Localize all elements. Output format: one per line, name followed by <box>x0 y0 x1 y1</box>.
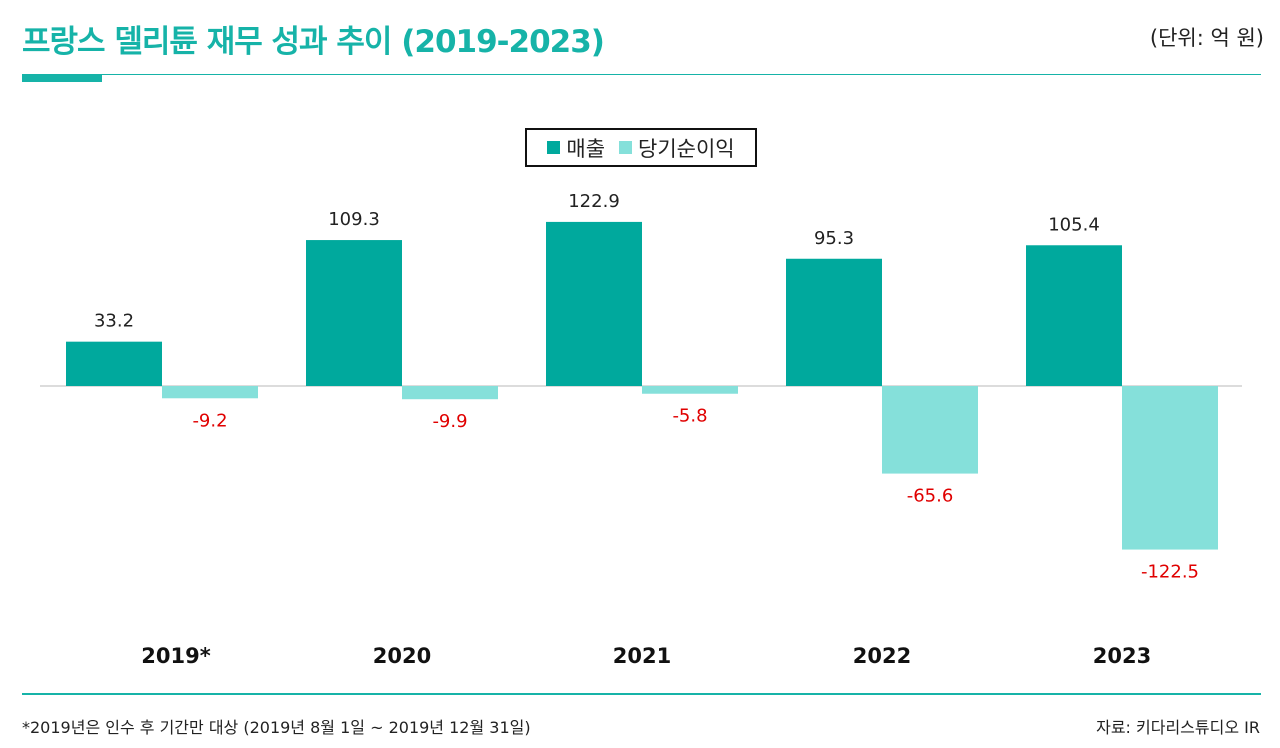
legend-item-net-income: 당기순이익 <box>619 133 735 163</box>
bar-revenue-0 <box>66 341 162 386</box>
value-label-revenue-0: 33.2 <box>94 311 134 332</box>
bar-revenue-3 <box>786 258 882 386</box>
bar-net-income-0 <box>162 386 258 399</box>
chart-title: 프랑스 델리튠 재무 성과 추이 (2019-2023) <box>22 24 605 60</box>
value-label-revenue-2: 122.9 <box>568 191 620 212</box>
chart-legend: 매출 당기순이익 <box>525 128 757 167</box>
bar-revenue-4 <box>1026 245 1122 386</box>
bar-net-income-2 <box>642 386 738 394</box>
value-label-revenue-3: 95.3 <box>814 228 854 249</box>
x-tick-label-0: 2019* <box>141 644 210 668</box>
header-divider <box>22 74 1261 75</box>
footnote: *2019년은 인수 후 기간만 대상 (2019년 8월 1일 ~ 2019년… <box>22 718 531 737</box>
legend-swatch-net-income <box>619 141 633 154</box>
legend-label-revenue: 매출 <box>566 136 606 161</box>
value-label-net-income-0: -9.2 <box>192 410 227 431</box>
legend-swatch-revenue <box>547 141 561 154</box>
value-label-net-income-1: -9.9 <box>432 411 467 432</box>
legend-item-revenue: 매출 <box>547 133 605 163</box>
header-accent-bar <box>22 74 102 82</box>
x-tick-label-1: 2020 <box>373 644 431 668</box>
bar-revenue-2 <box>546 221 642 386</box>
footer-divider <box>22 693 1261 695</box>
legend-label-net-income: 당기순이익 <box>638 136 735 161</box>
unit-label: (단위: 억 원) <box>1149 26 1264 50</box>
bar-chart: 33.2 -9.2 2019* 109.3 -9.9 2020 122.9 -5.8 2021 9… <box>40 191 1242 668</box>
bar-net-income-3 <box>882 386 978 474</box>
x-tick-label-2: 2021 <box>613 644 671 668</box>
value-label-net-income-2: -5.8 <box>672 406 707 427</box>
value-label-revenue-4: 105.4 <box>1048 214 1100 235</box>
source-label: 자료: 키다리스튜디오 IR <box>1096 718 1260 737</box>
value-label-net-income-4: -122.5 <box>1141 562 1199 583</box>
value-label-revenue-1: 109.3 <box>328 209 380 230</box>
x-tick-label-4: 2023 <box>1093 644 1151 668</box>
bar-net-income-1 <box>402 386 498 400</box>
bar-net-income-4 <box>1122 386 1218 550</box>
bar-revenue-1 <box>306 240 402 386</box>
value-label-net-income-3: -65.6 <box>907 486 954 507</box>
x-tick-label-3: 2022 <box>853 644 911 668</box>
